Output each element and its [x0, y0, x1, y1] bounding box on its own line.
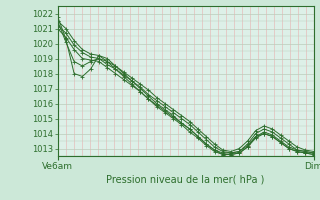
X-axis label: Pression niveau de la mer( hPa ): Pression niveau de la mer( hPa )	[107, 175, 265, 185]
